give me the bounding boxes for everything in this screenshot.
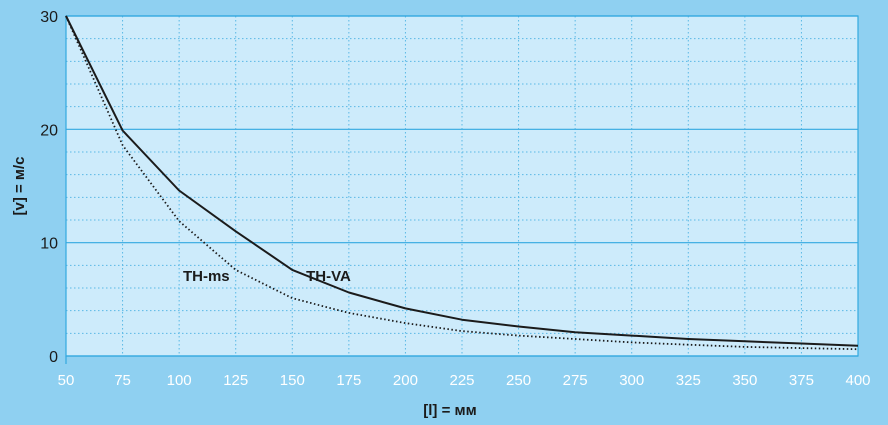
x-tick-label: 50 <box>58 372 75 389</box>
x-axis-title: [l] = мм <box>423 402 476 419</box>
x-tick-label: 175 <box>336 372 361 389</box>
y-tick-label: 0 <box>49 349 58 366</box>
x-axis-ticks: 50 75 100 125 150 175 200 225 250 275 300 325 350 375… <box>58 372 871 389</box>
x-tick-label: 225 <box>449 372 474 389</box>
x-tick-label: 325 <box>676 372 701 389</box>
y-tick-label: 20 <box>40 122 58 139</box>
x-tick-label: 400 <box>845 372 870 389</box>
x-tick-label: 150 <box>280 372 305 389</box>
y-tick-label: 10 <box>40 236 58 253</box>
series-label-th-va: TH-VA <box>306 268 351 285</box>
x-tick-label: 300 <box>619 372 644 389</box>
x-tick-label: 250 <box>506 372 531 389</box>
x-tick-label: 100 <box>167 372 192 389</box>
x-tick-label: 200 <box>393 372 418 389</box>
x-tick-label: 275 <box>563 372 588 389</box>
x-tick-label: 75 <box>114 372 131 389</box>
series-label-th-ms: TH-ms <box>183 268 230 285</box>
y-tick-label: 30 <box>40 9 58 26</box>
y-axis-title: [v] = м/с <box>11 156 28 215</box>
x-tick-label: 125 <box>223 372 248 389</box>
x-tick-label: 350 <box>732 372 757 389</box>
x-tick-label: 375 <box>789 372 814 389</box>
